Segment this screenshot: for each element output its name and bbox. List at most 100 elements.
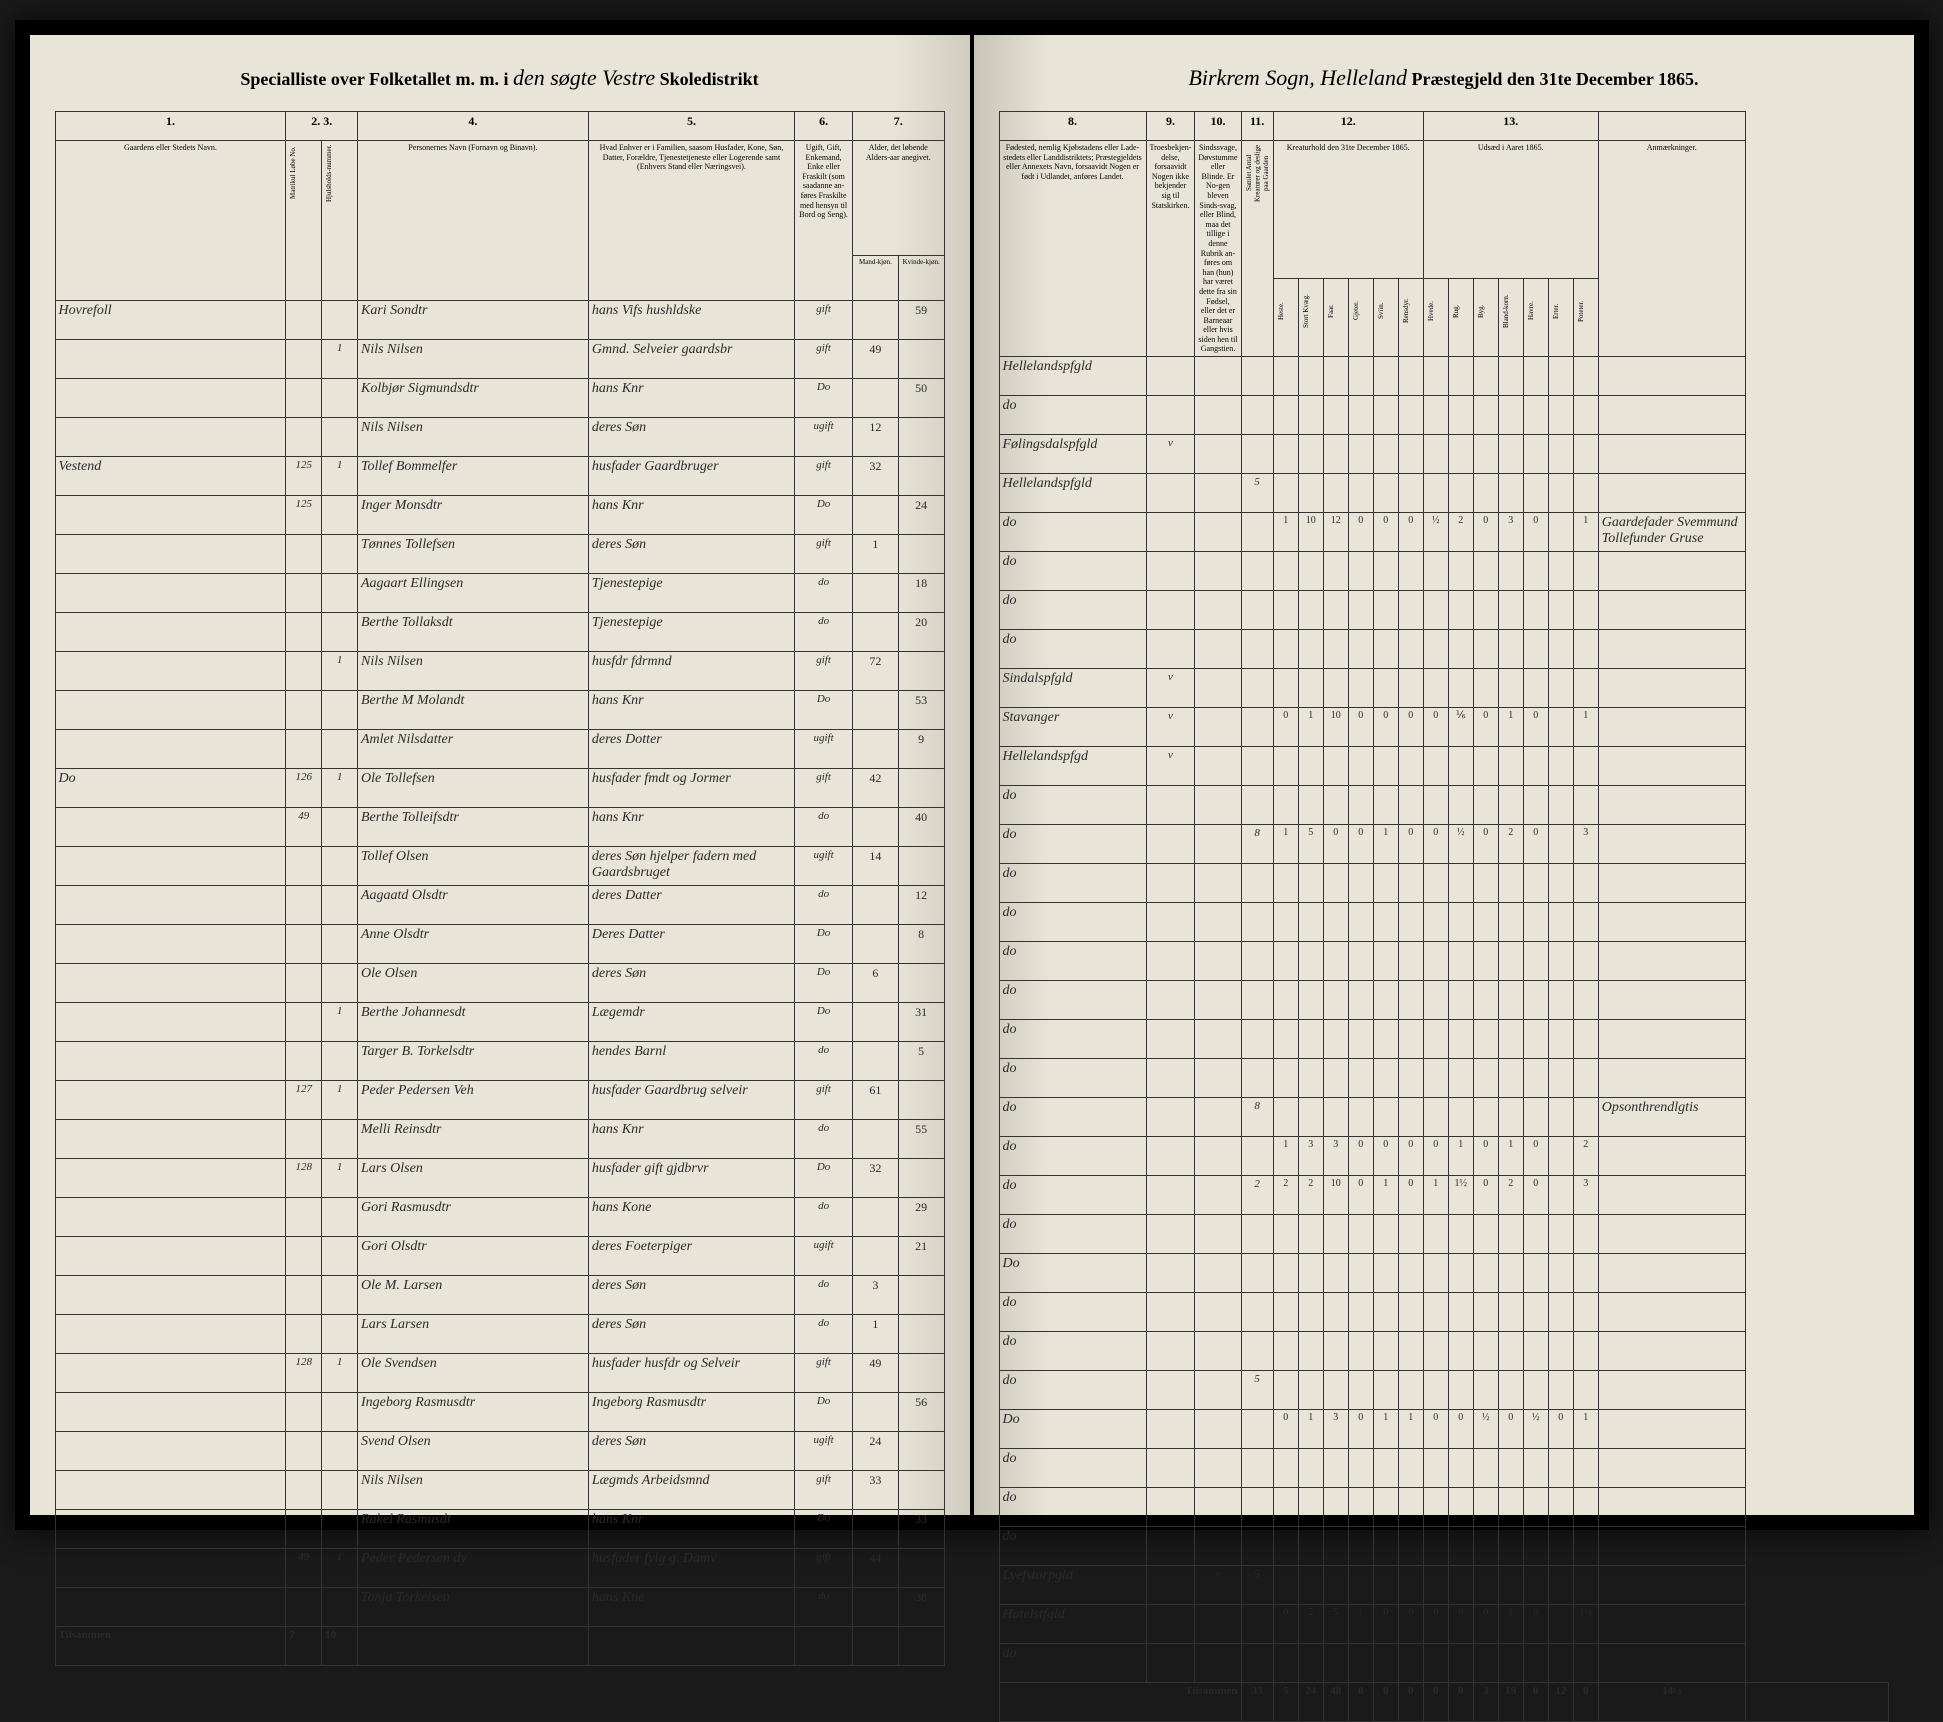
ill-cell <box>1195 981 1241 1020</box>
live-cell: 1 <box>1298 1410 1323 1449</box>
civil-cell: gift <box>795 340 853 379</box>
note-cell <box>1598 864 1745 903</box>
live-cell: 3 <box>1323 1410 1348 1449</box>
footer-total-12: 12 <box>1548 1683 1573 1722</box>
live-cell: 0 <box>1348 825 1373 864</box>
crop-cell <box>1473 1098 1498 1137</box>
live-cell <box>1298 1644 1323 1683</box>
crop-cell <box>1573 1488 1598 1527</box>
hh-cell <box>322 1276 358 1315</box>
age-f-cell: 12 <box>898 886 944 925</box>
live-cell <box>1298 630 1323 669</box>
hh-cell <box>322 301 358 340</box>
header-printed-2: Skoledistrikt <box>660 69 759 89</box>
ill-cell <box>1195 1371 1241 1410</box>
crop-cell <box>1573 747 1598 786</box>
live-cell <box>1373 591 1398 630</box>
crop-cell: 1 <box>1423 1176 1448 1215</box>
crop-cell <box>1473 1254 1498 1293</box>
crop-cell <box>1423 396 1448 435</box>
live-cell <box>1373 552 1398 591</box>
rel-cell <box>1146 630 1195 669</box>
live-cell <box>1323 1527 1348 1566</box>
crop-cell <box>1473 396 1498 435</box>
live-cell <box>1273 903 1298 942</box>
crop-cell <box>1423 669 1448 708</box>
age-f-cell <box>898 1276 944 1315</box>
crop-cell: 0 <box>1523 708 1548 747</box>
mat-cell <box>286 1003 322 1042</box>
ill-cell <box>1195 1527 1241 1566</box>
age-m-cell: 72 <box>853 652 899 691</box>
crop-cell <box>1498 1059 1523 1098</box>
crop-cell <box>1473 669 1498 708</box>
table-row: do133000010102 <box>999 1137 1888 1176</box>
table-row: Targer B. Torkelsdtrhendes Barnldo5 <box>55 1042 944 1081</box>
live-cell: 0 <box>1373 1137 1398 1176</box>
crop-cell <box>1473 981 1498 1020</box>
age-f-cell <box>898 1471 944 1510</box>
farm-cell <box>55 691 286 730</box>
age-m-cell <box>853 925 899 964</box>
live-cell <box>1273 630 1298 669</box>
table-row: do <box>999 630 1888 669</box>
civil-cell: gift <box>795 1354 853 1393</box>
status-cell: hans Knr <box>588 496 794 535</box>
live-cell: 0 <box>1398 708 1423 747</box>
c11-cell <box>1241 1059 1273 1098</box>
note-cell <box>1598 1059 1745 1098</box>
head-c11: Samlet Antal Kreaturer og deslige paa Ga… <box>1241 141 1273 357</box>
crop-cell <box>1423 1371 1448 1410</box>
hh-cell: 1 <box>322 457 358 496</box>
civil-cell: ugift <box>795 1237 853 1276</box>
mat-cell <box>286 1198 322 1237</box>
rel-cell <box>1146 1410 1195 1449</box>
rel-cell <box>1146 942 1195 981</box>
status-cell: deres Søn <box>588 1276 794 1315</box>
c11-cell <box>1241 513 1273 552</box>
crop-head-3: Bland-korn. <box>1498 279 1523 357</box>
live-cell <box>1323 1215 1348 1254</box>
crop-cell <box>1448 1371 1473 1410</box>
crop-cell: 0 <box>1423 1605 1448 1644</box>
c11-cell <box>1241 357 1273 396</box>
age-f-cell: 53 <box>898 691 944 730</box>
crop-cell <box>1448 942 1473 981</box>
note-cell <box>1598 825 1745 864</box>
status-cell: deres Søn <box>588 964 794 1003</box>
name-cell: Gori Olsdtr <box>357 1237 588 1276</box>
crop-head-4: Havre. <box>1523 279 1548 357</box>
table-row: do <box>999 552 1888 591</box>
crop-cell <box>1523 552 1548 591</box>
crop-cell <box>1523 1644 1548 1683</box>
note-cell <box>1598 474 1745 513</box>
age-m-cell: 24 <box>853 1432 899 1471</box>
note-cell <box>1598 1176 1745 1215</box>
crop-cell <box>1548 708 1573 747</box>
crop-cell <box>1548 513 1573 552</box>
table-row: 49Berthe Tolleifsdtrhans Knrdo40 <box>55 808 944 847</box>
status-cell: deres Datter <box>588 886 794 925</box>
age-f-cell: 29 <box>898 1198 944 1237</box>
live-cell <box>1298 864 1323 903</box>
live-cell: 10 <box>1298 513 1323 552</box>
live-cell: 12 <box>1323 513 1348 552</box>
age-f-cell: 38 <box>898 1588 944 1627</box>
age-m-cell <box>853 379 899 418</box>
rel-cell <box>1146 1254 1195 1293</box>
crop-cell <box>1498 357 1523 396</box>
crop-cell <box>1523 1020 1548 1059</box>
footer-total-11: 0 <box>1523 1683 1548 1722</box>
farm-cell: Vestend <box>55 457 286 496</box>
crop-cell <box>1523 1059 1548 1098</box>
footer-total-9: 3 <box>1473 1683 1498 1722</box>
crop-cell <box>1548 474 1573 513</box>
live-cell <box>1373 1371 1398 1410</box>
ill-cell <box>1195 1098 1241 1137</box>
crop-cell: 0 <box>1523 1137 1548 1176</box>
ill-cell <box>1195 1176 1241 1215</box>
hh-cell <box>322 1393 358 1432</box>
live-cell <box>1323 1566 1348 1605</box>
head-ill: Sindssvage, Døvstumme eller Blinde. Er N… <box>1195 141 1241 357</box>
age-f-cell: 8 <box>898 925 944 964</box>
